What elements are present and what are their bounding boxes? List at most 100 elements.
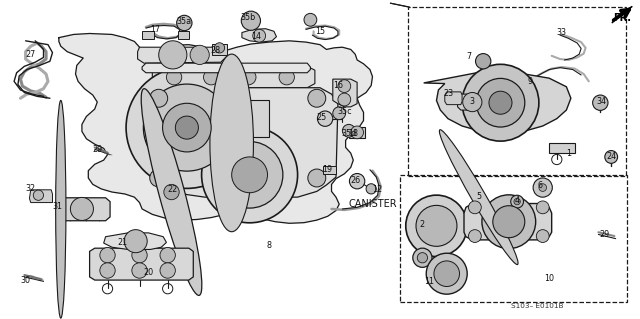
- Text: 29: 29: [92, 145, 102, 154]
- Circle shape: [124, 230, 147, 253]
- Circle shape: [593, 95, 608, 110]
- Circle shape: [434, 261, 460, 286]
- Polygon shape: [59, 33, 372, 223]
- Circle shape: [462, 64, 539, 141]
- Circle shape: [308, 89, 326, 107]
- Circle shape: [160, 263, 175, 278]
- Circle shape: [202, 127, 298, 223]
- Text: S103– E0101B: S103– E0101B: [511, 303, 564, 309]
- Circle shape: [406, 195, 467, 256]
- Text: 4: 4: [515, 197, 520, 205]
- Circle shape: [536, 230, 549, 242]
- Circle shape: [536, 201, 549, 214]
- Text: 16: 16: [333, 81, 343, 90]
- Bar: [142, 31, 154, 39]
- Polygon shape: [138, 47, 227, 63]
- Text: 35d: 35d: [341, 129, 356, 138]
- Circle shape: [468, 201, 481, 214]
- Text: 33: 33: [557, 28, 567, 37]
- Circle shape: [100, 248, 115, 263]
- Text: 20: 20: [143, 268, 154, 277]
- Circle shape: [132, 263, 147, 278]
- Polygon shape: [612, 6, 632, 23]
- Circle shape: [333, 107, 346, 120]
- Circle shape: [417, 253, 428, 263]
- Text: 18: 18: [348, 130, 358, 138]
- Circle shape: [338, 93, 351, 106]
- Text: 29: 29: [600, 230, 610, 239]
- Circle shape: [463, 93, 482, 112]
- Circle shape: [143, 84, 230, 171]
- Text: 17: 17: [150, 25, 160, 34]
- Text: 27: 27: [26, 50, 36, 59]
- Text: 3: 3: [469, 97, 474, 106]
- Circle shape: [304, 13, 317, 26]
- Polygon shape: [458, 94, 488, 110]
- Polygon shape: [142, 63, 310, 73]
- Circle shape: [253, 29, 266, 42]
- Text: 24: 24: [606, 152, 616, 161]
- Text: 35a: 35a: [177, 17, 192, 26]
- Circle shape: [232, 157, 268, 193]
- Circle shape: [175, 116, 198, 139]
- Text: 35b: 35b: [241, 13, 256, 22]
- Circle shape: [476, 54, 491, 69]
- Text: 8: 8: [266, 241, 271, 250]
- Text: 1: 1: [566, 149, 571, 158]
- Ellipse shape: [141, 89, 202, 295]
- Polygon shape: [146, 88, 338, 197]
- Bar: [178, 31, 189, 39]
- Circle shape: [204, 70, 219, 85]
- Circle shape: [317, 111, 333, 126]
- Text: CANISTER: CANISTER: [348, 199, 397, 209]
- Circle shape: [511, 195, 524, 208]
- Polygon shape: [242, 29, 276, 42]
- Text: 12: 12: [372, 185, 383, 194]
- Text: 34: 34: [596, 97, 607, 106]
- Bar: [212, 44, 227, 55]
- Bar: [400, 175, 627, 302]
- Bar: [189, 100, 269, 137]
- Text: 10: 10: [544, 274, 554, 283]
- Ellipse shape: [56, 100, 66, 318]
- Circle shape: [100, 263, 115, 278]
- Circle shape: [342, 124, 355, 137]
- Polygon shape: [29, 190, 52, 203]
- Circle shape: [468, 230, 481, 242]
- Circle shape: [539, 184, 547, 191]
- Text: 22: 22: [168, 185, 178, 194]
- Text: 26: 26: [350, 176, 360, 185]
- Circle shape: [163, 103, 211, 152]
- Circle shape: [426, 253, 467, 294]
- Text: 6: 6: [537, 182, 542, 190]
- Circle shape: [164, 184, 179, 200]
- Bar: [349, 127, 365, 138]
- Circle shape: [476, 78, 525, 127]
- Text: 32: 32: [26, 184, 36, 193]
- Circle shape: [489, 91, 512, 114]
- Circle shape: [514, 198, 520, 205]
- Polygon shape: [104, 233, 166, 249]
- Text: 5: 5: [476, 192, 481, 201]
- Circle shape: [482, 195, 536, 249]
- Polygon shape: [424, 73, 571, 133]
- Polygon shape: [152, 66, 315, 88]
- Circle shape: [126, 67, 248, 189]
- Text: 35c: 35c: [337, 107, 351, 115]
- Circle shape: [177, 15, 192, 31]
- Circle shape: [160, 248, 175, 263]
- Polygon shape: [464, 204, 552, 240]
- Text: 21: 21: [118, 238, 128, 247]
- Text: 31: 31: [52, 202, 63, 211]
- Circle shape: [533, 178, 552, 197]
- Circle shape: [416, 205, 457, 246]
- Bar: [549, 143, 575, 153]
- Circle shape: [366, 184, 376, 194]
- Circle shape: [166, 70, 182, 85]
- Polygon shape: [90, 248, 193, 280]
- Circle shape: [216, 142, 283, 208]
- Circle shape: [159, 41, 187, 69]
- Circle shape: [413, 248, 432, 267]
- Circle shape: [33, 190, 44, 200]
- Text: 9: 9: [527, 77, 532, 86]
